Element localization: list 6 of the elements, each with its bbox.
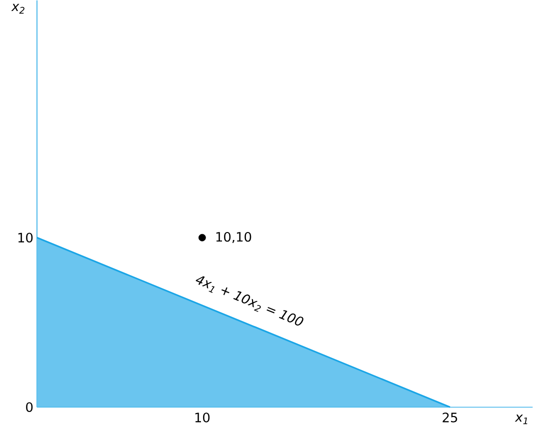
x-tick-label: 25 — [442, 412, 458, 422]
annotation: 10,10 — [216, 232, 252, 244]
y-tick-label: 0 — [26, 402, 33, 412]
x-axis-title: x$_{1}$ — [514, 414, 528, 424]
annotation: 4x$_{1}$ + 10x$_{2}$ = 100 — [196, 276, 304, 326]
y-axis-title: x$_{2}$ — [11, 4, 24, 14]
